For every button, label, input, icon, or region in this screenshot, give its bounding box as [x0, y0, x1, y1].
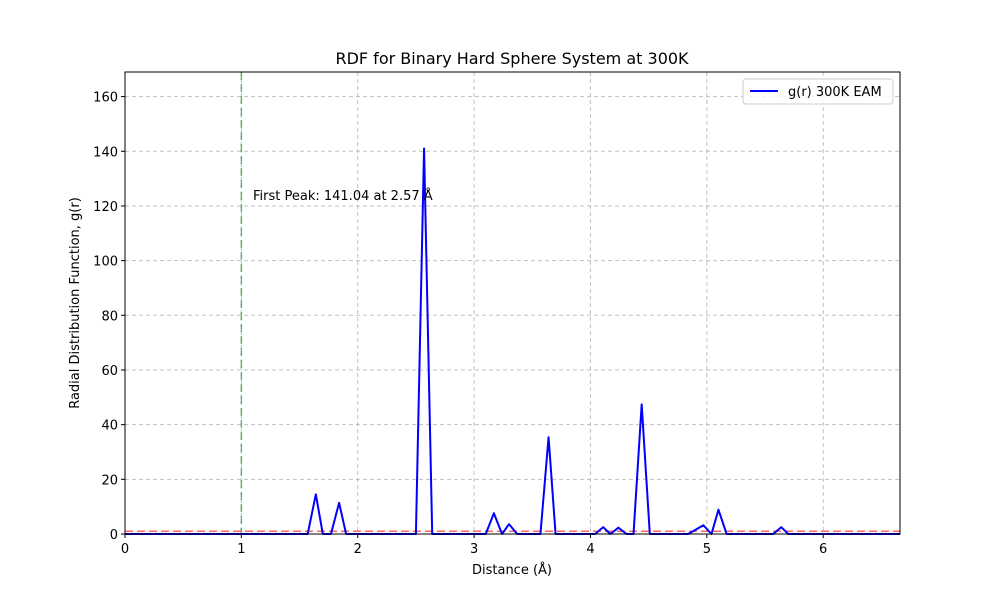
- y-tick-label: 140: [93, 145, 118, 160]
- y-tick-label: 0: [110, 528, 118, 543]
- x-tick-label: 0: [121, 542, 129, 557]
- x-tick-label: 3: [470, 542, 478, 557]
- y-tick-label: 80: [101, 309, 118, 324]
- legend-label: g(r) 300K EAM: [788, 85, 882, 100]
- reference-lines: [125, 72, 900, 534]
- chart-title: RDF for Binary Hard Sphere System at 300…: [335, 49, 689, 68]
- first-peak-annotation: First Peak: 141.04 at 2.57 Å: [253, 188, 433, 204]
- y-tick-label: 20: [101, 473, 118, 488]
- x-tick-label: 2: [354, 542, 362, 557]
- x-axis-label: Distance (Å): [472, 562, 552, 578]
- y-tick-label: 160: [93, 91, 118, 106]
- x-tick-label: 5: [703, 542, 711, 557]
- y-tick-label: 120: [93, 200, 118, 215]
- y-axis-label: Radial Distribution Function, g(r): [68, 197, 83, 409]
- x-tick-label: 1: [237, 542, 245, 557]
- y-tick-label: 100: [93, 255, 118, 270]
- x-tick-label: 4: [586, 542, 594, 557]
- y-axis: 0 20 40 60 80 100 120 140 160: [93, 91, 125, 543]
- legend: g(r) 300K EAM: [742, 78, 894, 105]
- y-tick-label: 40: [101, 419, 118, 434]
- x-tick-label: 6: [819, 542, 827, 557]
- legend-box: [742, 78, 894, 105]
- axes-frame: [124, 71, 901, 535]
- y-tick-label: 60: [101, 364, 118, 379]
- x-axis: 0 1 2 3 4 5 6: [121, 534, 827, 557]
